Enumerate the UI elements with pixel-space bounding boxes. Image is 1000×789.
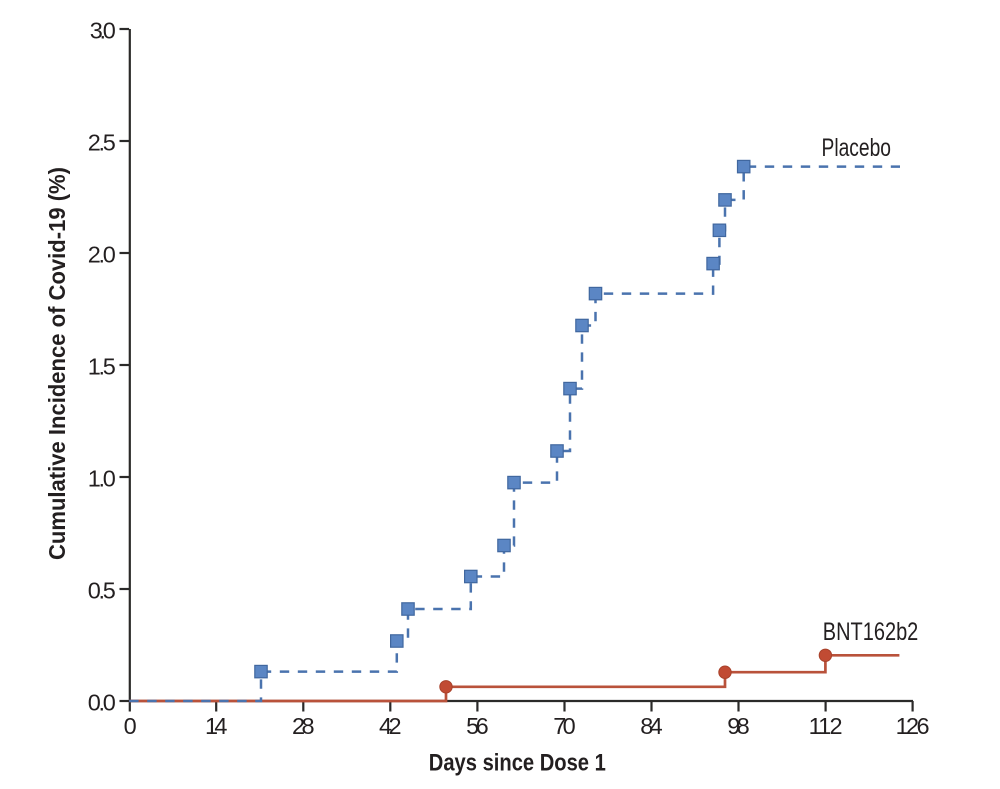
- svg-text:28: 28: [292, 713, 315, 739]
- svg-text:Cumulative Incidence of Covid-: Cumulative Incidence of Covid-19 (%): [44, 167, 70, 560]
- svg-text:1.0: 1.0: [88, 466, 116, 492]
- svg-text:42: 42: [379, 713, 402, 739]
- svg-text:2.5: 2.5: [88, 130, 116, 156]
- svg-text:0.0: 0.0: [88, 690, 116, 716]
- svg-text:126: 126: [896, 713, 930, 739]
- svg-text:1.5: 1.5: [88, 354, 116, 380]
- svg-text:56: 56: [466, 713, 489, 739]
- svg-text:2.0: 2.0: [88, 242, 116, 268]
- svg-text:0.5: 0.5: [88, 578, 116, 604]
- svg-text:70: 70: [553, 713, 576, 739]
- svg-text:14: 14: [205, 713, 228, 739]
- svg-text:98: 98: [727, 713, 750, 739]
- svg-text:112: 112: [809, 713, 843, 739]
- svg-text:Days since Dose 1: Days since Dose 1: [429, 749, 606, 776]
- svg-text:3.0: 3.0: [90, 18, 116, 44]
- svg-text:0: 0: [124, 713, 137, 739]
- svg-text:Placebo: Placebo: [822, 134, 892, 162]
- svg-text:BNT162b2: BNT162b2: [823, 618, 919, 646]
- svg-text:84: 84: [640, 713, 663, 739]
